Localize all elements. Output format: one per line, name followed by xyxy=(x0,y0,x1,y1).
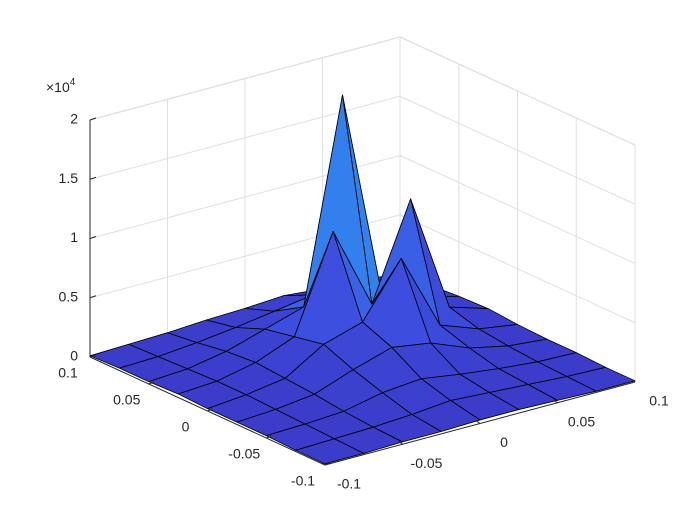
y-tick xyxy=(89,354,96,358)
z-tick-label: 1.5 xyxy=(59,170,79,186)
z-multiplier: ×104 xyxy=(46,77,76,95)
z-multiplier-exponent: 4 xyxy=(70,77,76,88)
x-tick xyxy=(553,399,558,404)
x-tick xyxy=(398,440,403,445)
grid-line xyxy=(89,95,401,180)
x-tick-label: 0 xyxy=(500,434,508,450)
grid-line xyxy=(399,36,636,146)
grid-line xyxy=(399,155,636,264)
z-tick xyxy=(89,176,97,180)
grid-line xyxy=(399,95,636,205)
x-tick xyxy=(475,420,481,424)
z-tick-label: 0 xyxy=(70,348,78,364)
y-tick xyxy=(324,462,331,466)
x-tick-label: -0.1 xyxy=(337,476,361,492)
surface xyxy=(89,94,636,465)
labels: 0 0.5 1 1.5 2 -0.1 -0.05 0 0.05 0.1 -0.1 -0.05 0 0.05… xyxy=(58,111,669,492)
y-tick-label: 0 xyxy=(182,419,190,435)
z-tick-label: 0.5 xyxy=(59,288,79,304)
z-tick-label: 1 xyxy=(70,229,78,245)
grid-line xyxy=(399,214,636,324)
x-tick xyxy=(630,378,636,383)
z-multiplier-base: ×10 xyxy=(46,79,70,95)
y-tick xyxy=(148,381,154,385)
y-tick-label: 0.05 xyxy=(113,392,140,408)
z-tick xyxy=(89,236,97,239)
x-tick-label: 0.1 xyxy=(649,393,669,409)
z-tick xyxy=(89,117,97,121)
surface-face xyxy=(295,438,365,465)
x-tick xyxy=(320,461,326,466)
z-tick xyxy=(89,295,97,299)
y-tick-label: 0.1 xyxy=(58,365,78,381)
y-tick-label: -0.05 xyxy=(228,446,260,462)
x-tick-label: 0.05 xyxy=(568,413,595,429)
y-tick-label: -0.1 xyxy=(291,473,315,489)
grid-line xyxy=(89,36,401,121)
y-tick xyxy=(207,408,213,412)
y-tick xyxy=(266,435,272,439)
z-tick-label: 2 xyxy=(70,111,78,127)
x-tick-label: -0.05 xyxy=(411,455,443,471)
